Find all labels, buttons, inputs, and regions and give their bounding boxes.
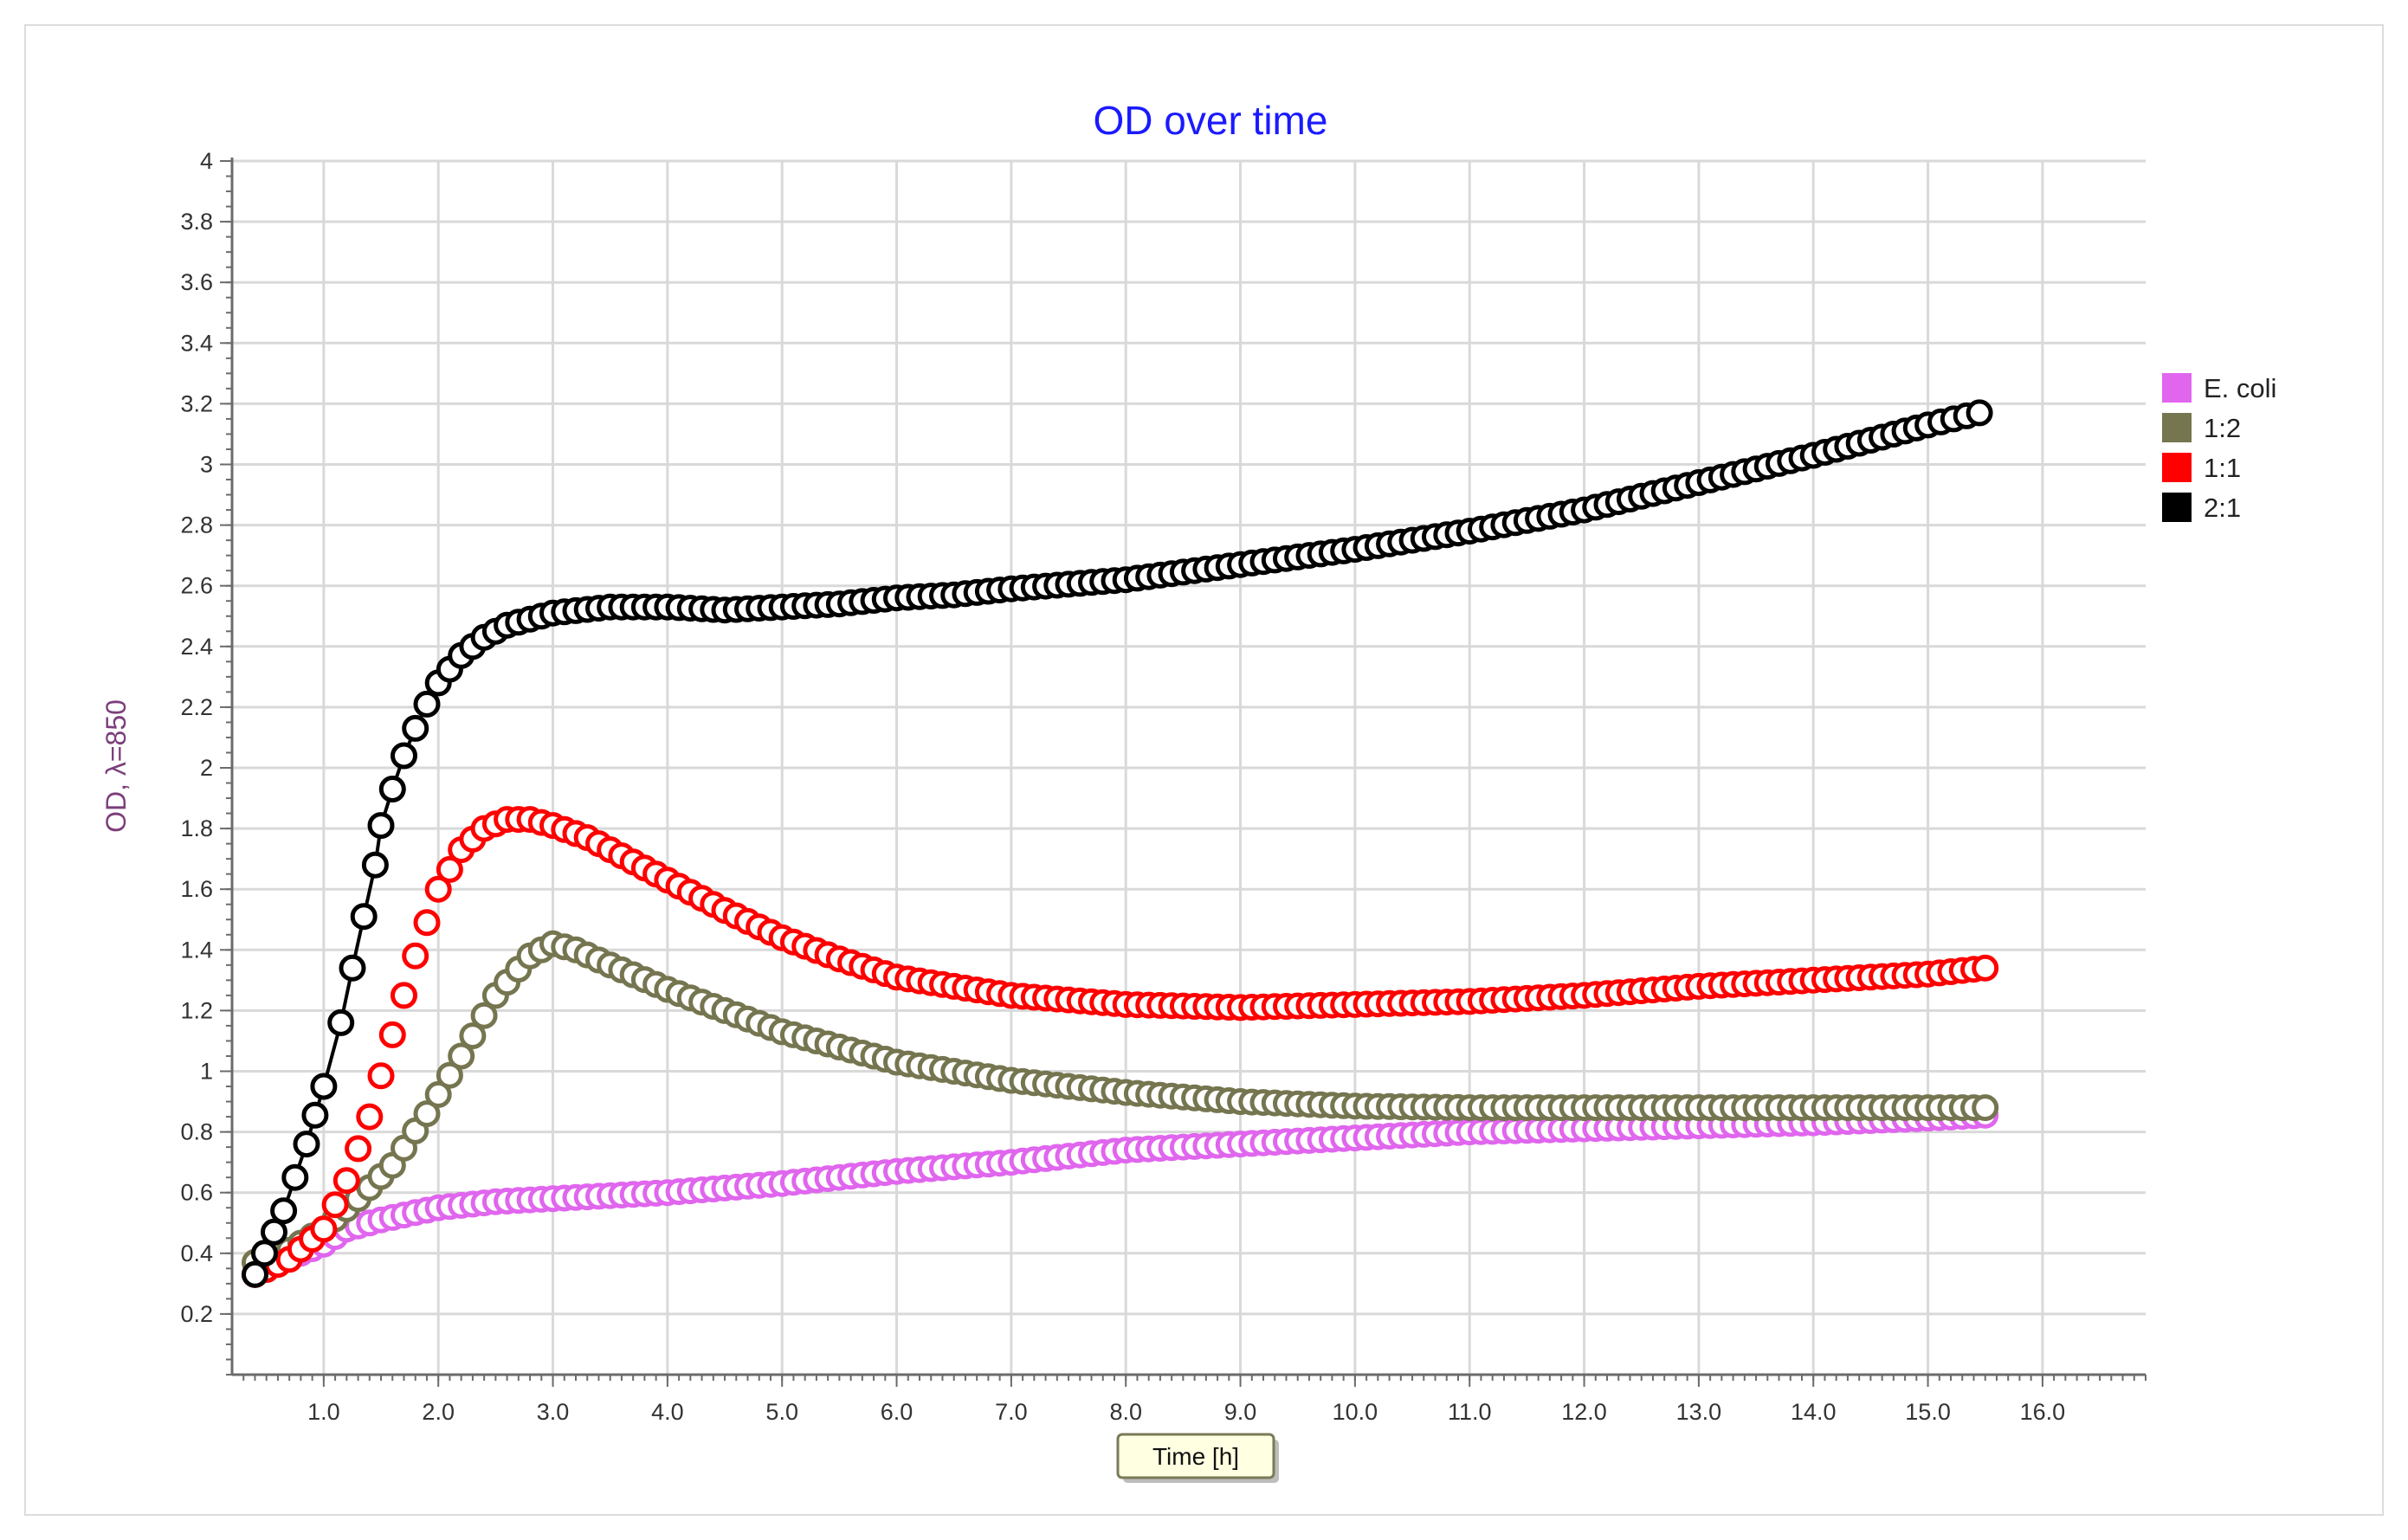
data-point (1972, 954, 1999, 982)
chart-title: OD over time (1094, 98, 1328, 143)
data-point (424, 875, 452, 903)
x-axis-label: Time [h] (1152, 1443, 1239, 1470)
x-tick-label: 13.0 (1676, 1399, 1722, 1425)
data-point (350, 903, 378, 931)
y-tick-label: 1.4 (180, 937, 213, 963)
series-1-1 (242, 806, 1999, 1288)
data-point (293, 1131, 320, 1158)
data-point (361, 851, 389, 879)
y-tick-label: 3.8 (180, 209, 213, 235)
x-tick-label: 1.0 (307, 1399, 340, 1425)
data-point (367, 812, 395, 840)
y-tick-label: 3.6 (180, 269, 213, 295)
data-point (413, 909, 441, 937)
data-point (332, 1167, 360, 1195)
data-point (378, 1021, 406, 1048)
legend-label: 1:2 (2204, 413, 2241, 443)
x-tick-label: 4.0 (651, 1399, 684, 1425)
y-tick-label: 2.4 (180, 634, 213, 660)
y-tick-label: 3 (200, 452, 213, 478)
y-tick-label: 2.8 (180, 512, 213, 538)
data-point (345, 1135, 372, 1163)
series-layer (242, 399, 1999, 1288)
data-point (413, 690, 441, 718)
legend-label: 2:1 (2204, 493, 2241, 523)
data-point (448, 1042, 475, 1070)
x-tick-label: 5.0 (765, 1399, 798, 1425)
x-tick-label: 2.0 (422, 1399, 455, 1425)
legend-swatch (2162, 493, 2192, 522)
y-tick-label: 0.2 (180, 1301, 213, 1327)
series-1-2 (242, 930, 1999, 1276)
data-point (339, 954, 366, 982)
x-tick-label: 8.0 (1109, 1399, 1142, 1425)
x-tick-label: 9.0 (1224, 1399, 1257, 1425)
data-point (321, 1191, 349, 1219)
series-e-coli (242, 1101, 1999, 1288)
data-point (424, 1080, 452, 1108)
x-tick-label: 12.0 (1561, 1399, 1607, 1425)
data-point (310, 1215, 338, 1243)
y-tick-label: 0.4 (180, 1240, 213, 1266)
y-tick-label: 0.8 (180, 1119, 213, 1145)
y-tick-label: 4 (200, 148, 213, 174)
x-tick-label: 6.0 (881, 1399, 913, 1425)
data-point (367, 1062, 395, 1090)
legend-swatch (2162, 453, 2192, 482)
y-tick-label: 3.4 (180, 330, 213, 356)
y-tick-label: 3.2 (180, 390, 213, 416)
x-tick-label: 7.0 (995, 1399, 1028, 1425)
y-tick-label: 2.2 (180, 694, 213, 720)
y-tick-label: 1.6 (180, 876, 213, 902)
data-point (436, 855, 463, 883)
data-point (378, 776, 406, 802)
legend-label: 1:1 (2204, 453, 2241, 483)
axis-layer: 0.2 0.4 0.6 0.8 1 1.2 1.4 1.6 1.8 2 2.2 2.4 2.6 2.8 3 3… (180, 148, 2147, 1425)
data-point (251, 1240, 278, 1267)
chart-frame (24, 24, 2384, 1516)
data-point (301, 1101, 329, 1129)
data-point (1972, 1094, 1999, 1122)
x-tick-label: 15.0 (1905, 1399, 1951, 1425)
data-point (402, 714, 429, 742)
data-point (470, 1002, 498, 1029)
data-point (356, 1103, 384, 1131)
data-point (391, 982, 417, 1009)
legend-swatch (2162, 413, 2192, 442)
x-tick-label: 3.0 (537, 1399, 570, 1425)
data-point (270, 1197, 298, 1225)
data-point (459, 1022, 487, 1050)
x-tick-label: 14.0 (1791, 1399, 1837, 1425)
data-point (413, 1100, 441, 1128)
x-tick-label: 16.0 (2020, 1399, 2066, 1425)
legend: E. coli 1:2 1:1 2:1 (2162, 373, 2276, 523)
legend-swatch (2162, 373, 2192, 403)
x-tick-label: 11.0 (1448, 1399, 1492, 1425)
data-point (281, 1163, 309, 1191)
data-point (1966, 399, 1993, 427)
y-tick-label: 0.6 (180, 1180, 213, 1206)
data-point (402, 942, 429, 970)
data-point (261, 1218, 287, 1246)
data-point (242, 1260, 268, 1288)
y-tick-label: 1.2 (180, 997, 213, 1023)
series-2-1 (242, 399, 1993, 1288)
data-point (436, 1061, 463, 1089)
data-point (391, 742, 417, 770)
y-tick-label: 1.8 (180, 815, 213, 841)
x-tick-label: 10.0 (1333, 1399, 1378, 1425)
data-point (327, 1008, 355, 1036)
y-tick-label: 2 (200, 755, 213, 781)
legend-label: E. coli (2204, 373, 2276, 403)
y-axis-label: OD, λ=850 (100, 699, 132, 833)
y-tick-label: 1 (200, 1059, 213, 1085)
x-axis-label-box: Time [h] (1116, 1433, 1279, 1483)
y-tick-label: 2.6 (180, 573, 213, 599)
data-point (310, 1073, 338, 1100)
